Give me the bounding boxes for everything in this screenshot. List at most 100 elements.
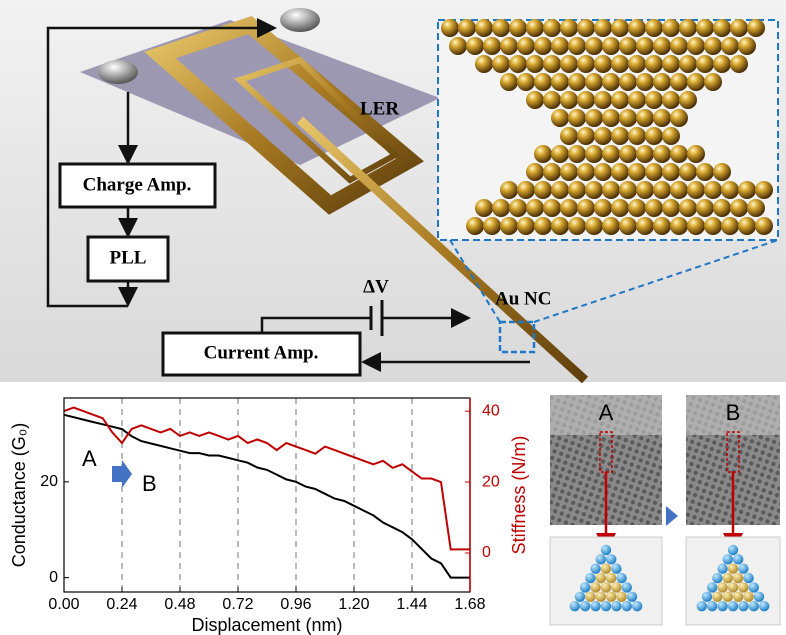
gold-atom — [560, 91, 578, 109]
core-atom — [743, 592, 753, 602]
gold-atom — [704, 73, 722, 91]
gold-atom — [517, 181, 535, 199]
gold-atom — [551, 73, 569, 91]
gold-atom — [738, 37, 756, 55]
core-atom — [611, 582, 621, 592]
gold-atom — [500, 73, 518, 91]
gold-atom — [526, 55, 544, 73]
core-atom — [596, 592, 606, 602]
gold-atom — [645, 199, 663, 217]
gold-atom — [738, 181, 756, 199]
gold-atom — [645, 127, 663, 145]
gold-atom — [696, 199, 714, 217]
gold-atom — [551, 181, 569, 199]
y2-tick-label: 40 — [482, 402, 500, 419]
surface-atom — [627, 592, 637, 602]
gold-atom — [696, 55, 714, 73]
surface-atom — [580, 601, 590, 611]
gold-atom — [602, 109, 620, 127]
surface-atom — [717, 601, 727, 611]
gold-atom — [475, 199, 493, 217]
core-atom — [738, 582, 748, 592]
gold-atom — [577, 127, 595, 145]
panel-label: B — [726, 400, 741, 425]
surface-atom — [723, 554, 733, 564]
gold-atom — [551, 217, 569, 235]
gold-atom — [602, 217, 620, 235]
gold-atom — [636, 145, 654, 163]
gold-atom — [526, 19, 544, 37]
gold-atom — [628, 55, 646, 73]
gold-atom — [594, 91, 612, 109]
label: Au NC — [495, 288, 551, 309]
gold-atom — [704, 37, 722, 55]
label: Charge Amp. — [83, 174, 192, 195]
gold-atom — [687, 145, 705, 163]
surface-atom — [590, 564, 600, 574]
gold-atom — [662, 55, 680, 73]
gold-atom — [585, 109, 603, 127]
gold-atom — [594, 19, 612, 37]
gold-atom — [466, 217, 484, 235]
gold-atom — [577, 199, 595, 217]
gold-atom — [670, 37, 688, 55]
core-atom — [585, 592, 595, 602]
gold-atom — [730, 19, 748, 37]
core-atom — [601, 564, 611, 574]
gold-atom — [611, 91, 629, 109]
surface-atom — [738, 601, 748, 611]
gold-atom — [679, 19, 697, 37]
gold-atom — [509, 19, 527, 37]
gold-atom — [551, 145, 569, 163]
gold-atom — [551, 109, 569, 127]
gold-atom — [619, 37, 637, 55]
gold-atom — [730, 199, 748, 217]
gold-atom — [534, 181, 552, 199]
gold-atom — [594, 199, 612, 217]
surface-atom — [707, 582, 717, 592]
gold-atom — [645, 55, 663, 73]
gold-atom — [449, 37, 467, 55]
gold-atom — [653, 109, 671, 127]
surface-atom — [632, 601, 642, 611]
gold-atom — [611, 127, 629, 145]
gold-atom — [475, 55, 493, 73]
gold-atom — [628, 163, 646, 181]
gold-atom — [560, 55, 578, 73]
gold-atom — [721, 217, 739, 235]
core-atom — [596, 573, 606, 583]
electrode — [98, 60, 138, 84]
gold-atom — [619, 181, 637, 199]
gold-atom — [619, 217, 637, 235]
gold-atom — [560, 19, 578, 37]
core-atom — [733, 592, 743, 602]
x-tick-label: 1.68 — [454, 596, 485, 613]
gold-atom — [755, 217, 773, 235]
gold-atom — [500, 37, 518, 55]
gold-atom — [543, 19, 561, 37]
gold-atom — [628, 91, 646, 109]
gold-atom — [475, 19, 493, 37]
surface-atom — [743, 573, 753, 583]
x-tick-label: 0.72 — [222, 596, 253, 613]
electrode — [280, 8, 320, 32]
gold-atom — [670, 109, 688, 127]
gold-atom — [585, 181, 603, 199]
gold-atom — [747, 199, 765, 217]
gold-atom — [526, 199, 544, 217]
gold-atom — [679, 91, 697, 109]
gold-atom — [687, 37, 705, 55]
gold-atom — [696, 163, 714, 181]
gold-atom — [577, 19, 595, 37]
gold-atom — [653, 73, 671, 91]
surface-atom — [707, 601, 717, 611]
gold-atom — [721, 37, 739, 55]
gold-atom — [670, 73, 688, 91]
gold-atom — [577, 55, 595, 73]
x-tick-label: 0.48 — [164, 596, 195, 613]
gold-atom — [679, 199, 697, 217]
y-tick-label: 0 — [49, 569, 58, 586]
gold-atom — [645, 19, 663, 37]
gold-atom — [713, 55, 731, 73]
core-atom — [616, 592, 626, 602]
